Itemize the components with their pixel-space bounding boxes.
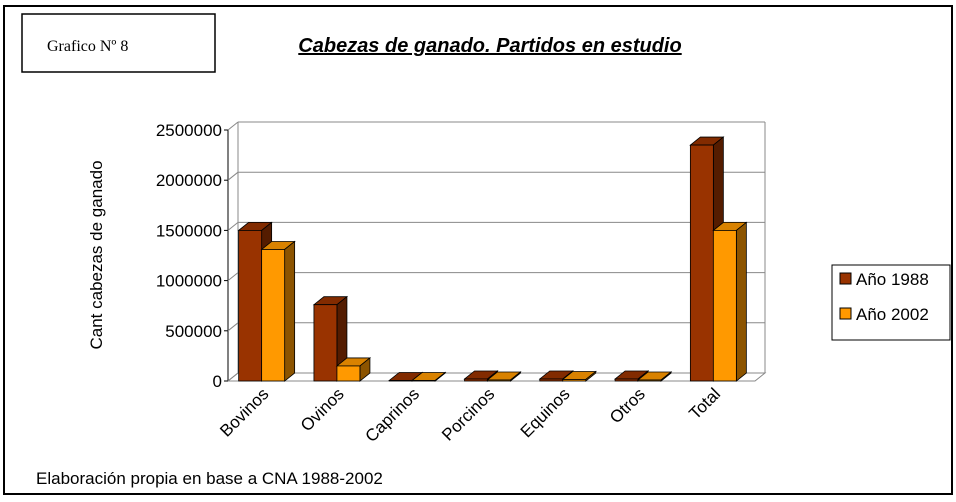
bar bbox=[614, 378, 639, 382]
grid-line bbox=[227, 222, 239, 231]
bar-side bbox=[735, 221, 747, 382]
bar bbox=[712, 229, 737, 382]
bar bbox=[336, 365, 361, 382]
y-tick-label: 0 bbox=[213, 372, 222, 391]
y-tick-label: 2500000 bbox=[156, 121, 222, 140]
bar bbox=[689, 144, 714, 382]
y-tick-label: 2000000 bbox=[156, 171, 222, 190]
bar-side bbox=[284, 240, 296, 382]
y-axis-title: Cant cabezas de ganado bbox=[87, 160, 106, 349]
footer-note: Elaboración propia en base a CNA 1988-20… bbox=[36, 469, 383, 488]
frame bbox=[3, 5, 953, 495]
bar bbox=[388, 380, 413, 382]
y-tick-label: 500000 bbox=[165, 322, 222, 341]
grid-line bbox=[227, 121, 239, 131]
bar bbox=[637, 379, 662, 382]
label: Grafico Nº 8 bbox=[47, 38, 128, 55]
bar bbox=[539, 378, 564, 382]
y-tick-label: 1500000 bbox=[156, 221, 222, 240]
y-tick-label: 1000000 bbox=[156, 272, 222, 291]
grid-line bbox=[227, 322, 239, 332]
bar bbox=[411, 380, 436, 382]
legend-swatch bbox=[839, 307, 852, 320]
bar bbox=[313, 304, 338, 382]
legend-label: Año 2002 bbox=[856, 305, 929, 324]
grid-line bbox=[227, 272, 239, 281]
bar bbox=[562, 379, 587, 382]
legend-label: Año 1988 bbox=[856, 270, 929, 289]
legend-box bbox=[831, 264, 951, 341]
chart-title: Cabezas de ganado. Partidos en estudio bbox=[298, 35, 681, 57]
bar bbox=[238, 229, 263, 382]
label-box bbox=[21, 13, 216, 73]
grid-line bbox=[227, 171, 239, 181]
bar bbox=[261, 249, 286, 382]
bar bbox=[487, 379, 511, 382]
bar bbox=[464, 378, 488, 382]
grid-line bbox=[227, 372, 239, 382]
legend-swatch bbox=[839, 272, 852, 285]
